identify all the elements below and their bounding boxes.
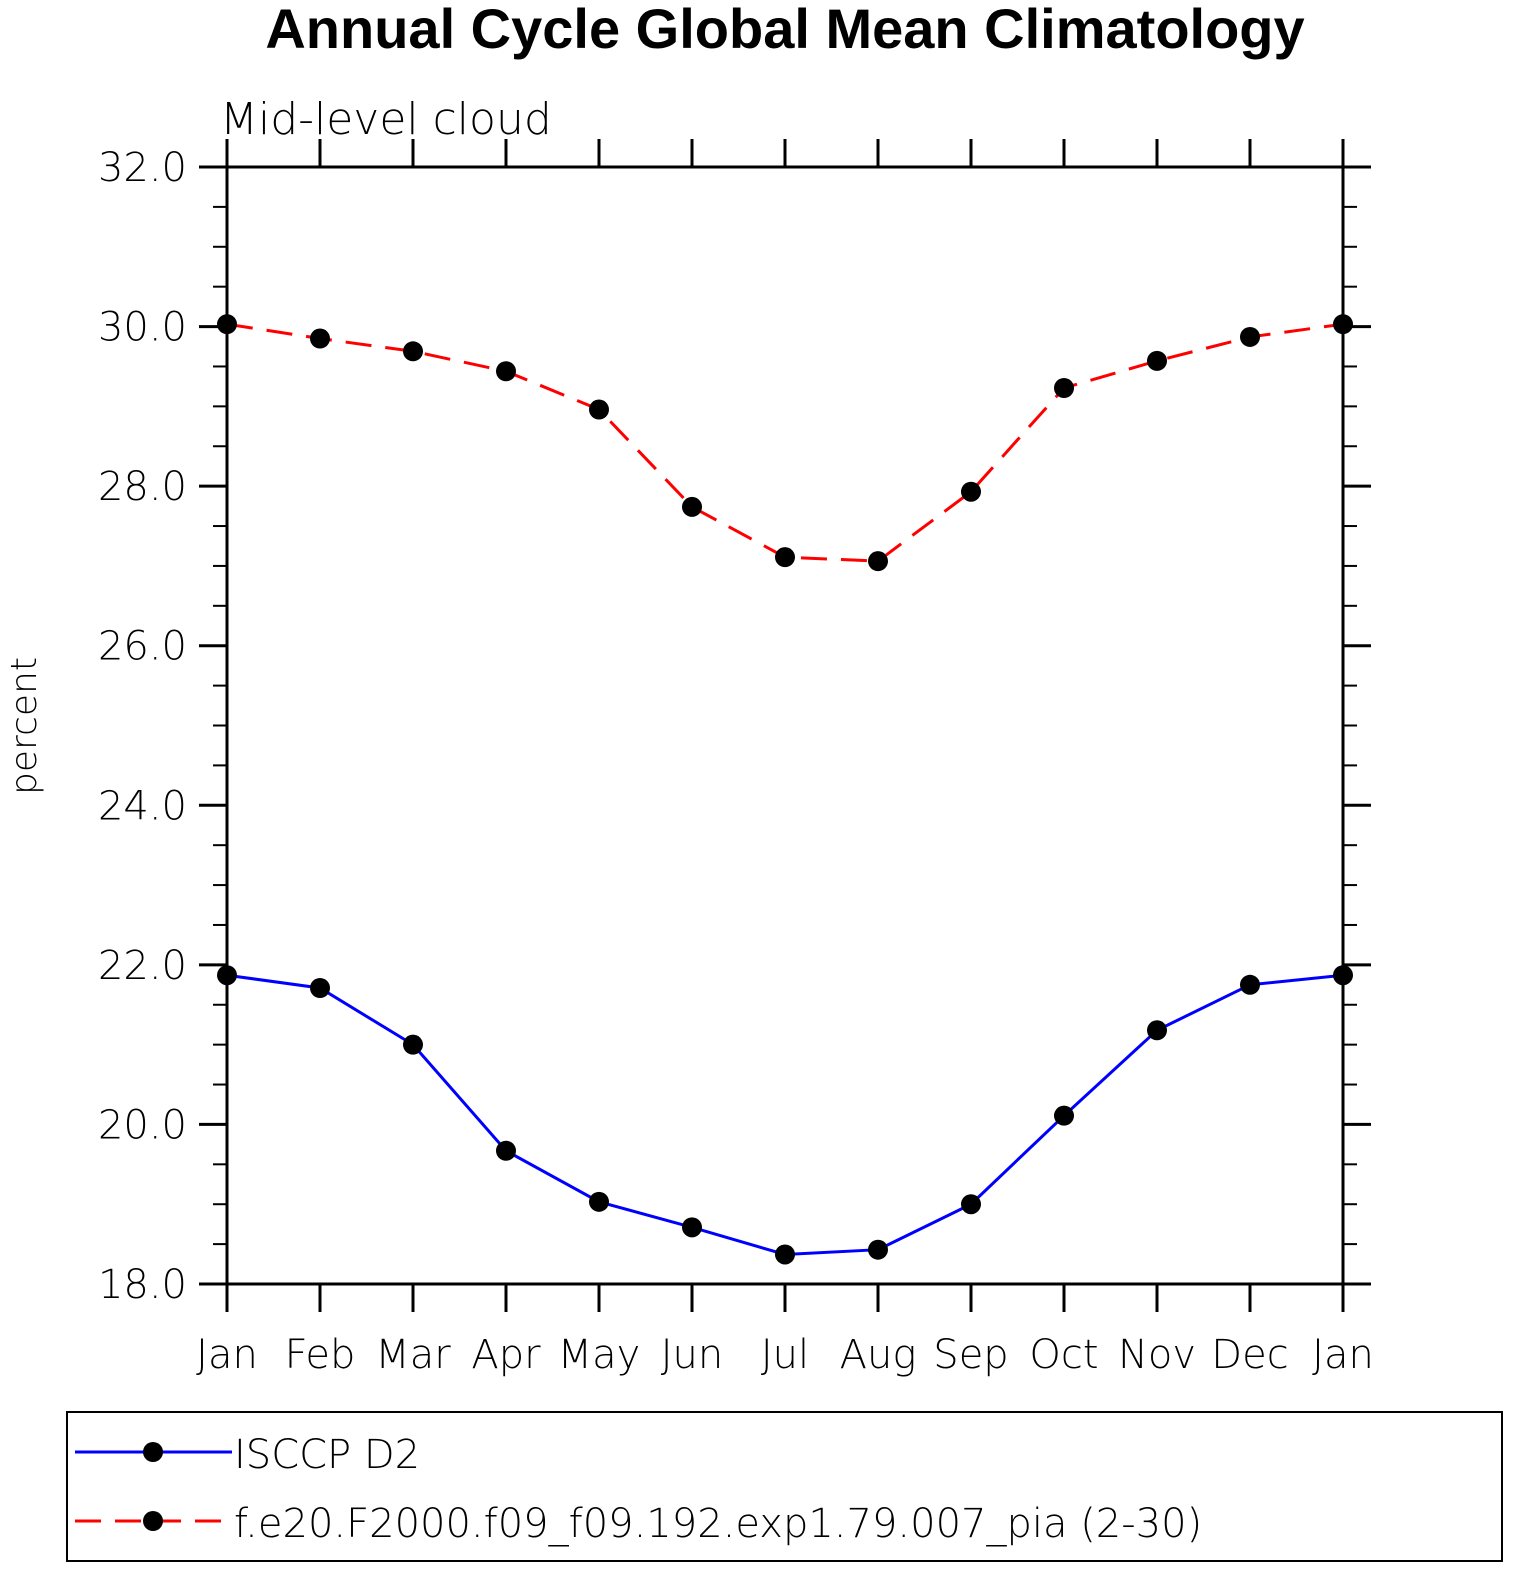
series-1-point [1333, 314, 1353, 335]
series-0-point [961, 1194, 981, 1215]
x-tick-label: Jan [1312, 1332, 1374, 1378]
y-tick-labels: 18.0 20.0 22.0 24.0 26.0 28.0 30.0 32.0 [98, 145, 187, 1308]
x-tick-label: Feb [285, 1332, 356, 1378]
series-0-point [589, 1191, 609, 1212]
chart-subtitle: Mid-level cloud [220, 94, 552, 145]
series-1-point [310, 328, 330, 349]
x-tick-label: Apr [471, 1332, 541, 1378]
y-tick-label: 32.0 [98, 145, 187, 191]
series-0-point [310, 977, 330, 998]
series-1-point [1240, 326, 1260, 347]
x-tick-label: Aug [840, 1332, 917, 1378]
series-0-point [1240, 974, 1260, 995]
x-tick-label: Nov [1118, 1332, 1196, 1378]
y-tick-label: 22.0 [98, 943, 187, 989]
y-tick-label: 20.0 [98, 1102, 187, 1148]
legend-marker-series-0 [143, 1442, 163, 1462]
y-axis-label: percent [4, 657, 45, 795]
series-0-point [682, 1217, 702, 1238]
series-1-point [775, 547, 795, 568]
legend-box [66, 1411, 1503, 1562]
x-tick-label: Jul [761, 1332, 809, 1378]
series-0-point [403, 1034, 423, 1055]
x-tick-label: Jan [196, 1332, 258, 1378]
series-1-point [682, 496, 702, 517]
series-1-point [961, 481, 981, 502]
legend: ISCCP D2 f.e20.F2000.f09_f09.192.exp1.79… [66, 1411, 1503, 1562]
series-1-point [217, 314, 237, 335]
x-tick-label: May [558, 1332, 641, 1378]
series-1-point [589, 399, 609, 420]
series-line-0 [226, 973, 1344, 1256]
y-tick-label: 24.0 [98, 783, 187, 829]
series-layer [217, 314, 1353, 1265]
y-tick-label: 30.0 [98, 305, 187, 351]
series-0-point [496, 1140, 516, 1161]
legend-marker-series-1 [143, 1511, 163, 1531]
y-tick-label: 28.0 [98, 464, 187, 510]
x-tick-label: Mar [375, 1332, 451, 1378]
y-tick-label: 18.0 [98, 1262, 187, 1308]
legend-label-series-1: f.e20.F2000.f09_f09.192.exp1.79.007_pia … [234, 1501, 1202, 1547]
legend-label-series-0: ISCCP D2 [234, 1432, 420, 1478]
axis-ticks [199, 139, 1371, 1312]
series-1-point [1054, 378, 1074, 399]
series-line-1 [226, 322, 1344, 563]
x-tick-label: Oct [1029, 1332, 1098, 1378]
y-tick-label: 26.0 [98, 624, 187, 670]
series-1-point [868, 551, 888, 572]
series-0-point [217, 965, 237, 986]
series-1-point [403, 341, 423, 362]
series-0-point [1333, 965, 1353, 986]
series-0-point [775, 1244, 795, 1265]
series-0-point [1147, 1020, 1167, 1041]
series-1-point [1147, 350, 1167, 371]
plot-frame [225, 165, 1345, 1286]
x-tick-label: Sep [933, 1332, 1008, 1378]
series-0-point [868, 1239, 888, 1260]
series-0-point [1054, 1105, 1074, 1126]
series-1-point [496, 361, 516, 382]
x-tick-label: Dec [1211, 1332, 1288, 1378]
x-tick-label: Jun [661, 1332, 724, 1378]
x-tick-labels: Jan Feb Mar Apr May Jun Jul Aug Sep Oct Nov Dec Jan [196, 1332, 1374, 1378]
chart-title: Annual Cycle Global Mean Climatology [265, 0, 1304, 60]
